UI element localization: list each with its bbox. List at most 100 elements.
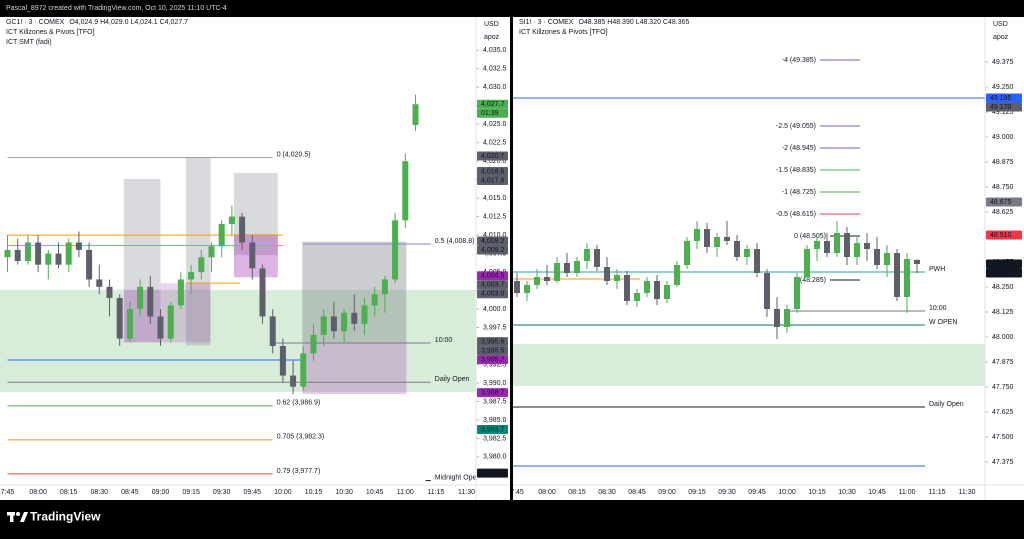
y-tick-label: 48.125 [992, 309, 1014, 316]
x-tick-label: 10:15 [305, 489, 323, 496]
indicator-label: ICT Killzones & Pivots [TFO] [519, 29, 608, 36]
candle-body [864, 243, 870, 249]
x-tick-label: 08:45 [121, 489, 139, 496]
x-tick-label: 11:00 [899, 489, 916, 496]
x-tick-label: 10:30 [838, 489, 856, 496]
candle-body [574, 261, 580, 273]
y-tick-label: 3,985.0 [483, 417, 506, 424]
level-label: Daily Open [435, 376, 470, 383]
scale-label: apoz [993, 34, 1009, 41]
candle-body [310, 334, 317, 354]
zone-box [0, 289, 476, 392]
zone-box [513, 344, 985, 386]
price-badge [477, 151, 508, 161]
level-label: 10:00 [929, 305, 947, 312]
candle-body [904, 259, 910, 297]
price-badge-label: 48.675 [990, 199, 1012, 206]
candle-body [594, 249, 600, 267]
price-badge [477, 346, 508, 356]
x-tick-label: 09:15 [182, 489, 200, 496]
x-tick-label: 08:15 [568, 489, 586, 496]
candle-body [794, 277, 800, 309]
candle-body [784, 309, 790, 327]
level-label: 0.62 (3,986.9) [277, 400, 321, 407]
price-badge [477, 176, 508, 186]
x-tick-label: 09:30 [718, 489, 736, 496]
chart-panel: -4 (49.385) -2.5 (49.055) -2 (48.945) -1.5 … [510, 57, 985, 496]
candle-body [45, 253, 52, 265]
price-badge-label: 49.195 [990, 95, 1012, 102]
candle-body [412, 104, 419, 125]
candle-body [554, 263, 560, 281]
price-badge-label: 4,020.7 [481, 153, 504, 160]
y-tick-label: 48.750 [992, 184, 1014, 191]
x-tick-label: 11:30 [959, 489, 976, 496]
price-badge [477, 468, 508, 478]
zone-box [302, 342, 407, 395]
candle-body [290, 375, 297, 387]
candle-body [884, 253, 890, 265]
candle-body [524, 285, 530, 293]
price-badge [477, 388, 508, 398]
level-label: W OPEN [929, 319, 957, 326]
candle-body [137, 286, 144, 310]
price-badge [477, 337, 508, 347]
candle-body [126, 309, 133, 339]
x-tick-label: 08:45 [628, 489, 646, 496]
candle-body [694, 229, 700, 241]
y-tick-label: 3,980.0 [483, 454, 506, 461]
price-badge-label: 48.365 [990, 261, 1012, 268]
countdown-badge [986, 268, 1022, 278]
candle-body [371, 294, 378, 306]
candle-body [624, 275, 630, 301]
y-tick-label: 4,025.0 [483, 121, 506, 128]
zone-box [123, 178, 161, 290]
y-tick-label: 48.250 [992, 284, 1014, 291]
candle-body [704, 229, 710, 247]
price-badges: 48.365 01:39 49.195 49.170 48.675 48.510 [986, 93, 1022, 278]
y-tick-label: 4,012.5 [483, 213, 506, 220]
price-badge [986, 259, 1022, 269]
price-badge [986, 230, 1022, 240]
candle-body [894, 253, 900, 297]
candle-body [157, 316, 164, 339]
candle-body [914, 260, 920, 264]
candle-body [259, 268, 266, 317]
y-tick-label: 4,030.0 [483, 84, 506, 91]
x-tick-label: 09:00 [152, 489, 170, 496]
price-badge-label: 4,027.7 [481, 101, 504, 108]
candle-body [544, 277, 550, 281]
y-tick-label: 47.875 [992, 359, 1014, 366]
candle-body [774, 309, 780, 327]
x-tick-label: 7:45 [510, 489, 524, 496]
x-tick-label: 09:45 [748, 489, 766, 496]
y-tick-label: 49.250 [992, 84, 1014, 91]
x-tick-label: 10:15 [808, 489, 826, 496]
candle-body [86, 249, 93, 280]
candle-body [764, 273, 770, 309]
price-badge [477, 236, 508, 246]
level-label: 10:00 [435, 337, 453, 344]
candle-body [634, 293, 640, 301]
x-tick-label: 10:45 [868, 489, 886, 496]
y-tick-label: 47.625 [992, 409, 1014, 416]
candle-body [65, 242, 72, 265]
price-badge [477, 167, 508, 177]
y-tick-label: 4,035.0 [483, 47, 506, 54]
x-tick-label: 11:15 [427, 489, 444, 496]
countdown-label: 01:39 [990, 270, 1008, 277]
currency-label: USD [993, 21, 1008, 28]
price-badge-label: 48.510 [990, 232, 1012, 239]
y-tick-label: 48.875 [992, 159, 1014, 166]
price-badge [477, 425, 508, 435]
zone-box [186, 157, 211, 346]
candle-body [844, 233, 850, 257]
candle-body [218, 224, 225, 247]
x-tick-label: 10:30 [335, 489, 353, 496]
candle-body [754, 249, 760, 273]
candle-body [116, 297, 123, 339]
x-tick-label: 08:15 [60, 489, 78, 496]
candle-body [874, 249, 880, 265]
y-tick-label: 47.500 [992, 434, 1014, 441]
